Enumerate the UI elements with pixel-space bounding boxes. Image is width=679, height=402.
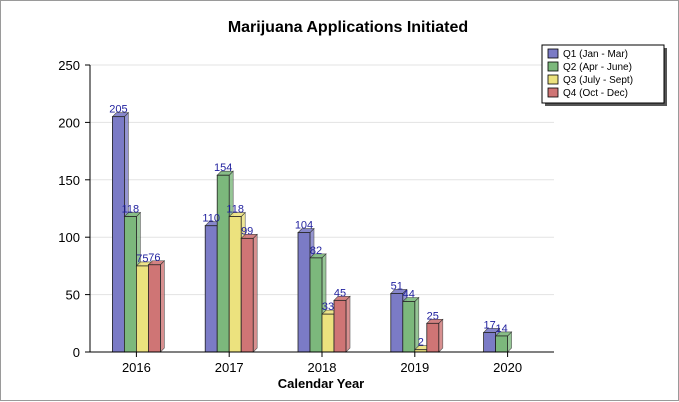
bar-side <box>438 318 444 353</box>
bar-face <box>483 332 497 353</box>
bar-face <box>402 301 416 353</box>
data-label: 76 <box>148 252 160 264</box>
x-tick-label: 2017 <box>215 360 244 375</box>
data-label: 75 <box>136 253 148 265</box>
data-label: 118 <box>226 204 244 216</box>
legend-label: Q3 (July - Sept) <box>563 75 633 86</box>
legend-swatch <box>547 74 559 85</box>
bar <box>147 260 166 353</box>
x-axis-title: Calendar Year <box>278 376 364 391</box>
data-label: 17 <box>483 319 495 331</box>
bar-face <box>321 313 335 353</box>
bar-side <box>160 260 165 353</box>
y-tick-label: 250 <box>58 58 80 73</box>
bar-face <box>240 237 254 353</box>
y-tick-label: 150 <box>58 173 80 188</box>
data-label: 154 <box>214 162 232 174</box>
x-tick-label: 2020 <box>493 360 522 375</box>
bar-side <box>345 295 351 353</box>
legend-label: Q1 (Jan - Mar) <box>563 49 628 60</box>
data-label: 118 <box>122 204 140 216</box>
data-label: 45 <box>334 287 346 299</box>
bar-face <box>333 299 347 353</box>
bar-face <box>495 335 509 353</box>
data-label: 25 <box>427 310 439 322</box>
y-tick-label: 50 <box>66 288 80 303</box>
y-tick-label: 100 <box>58 230 80 245</box>
legend-label: Q2 (Apr - June) <box>563 62 632 73</box>
legend-swatch <box>547 61 559 72</box>
data-label: 205 <box>109 104 127 116</box>
bar-face <box>390 293 404 353</box>
data-label: 14 <box>495 323 507 335</box>
bar-face <box>147 264 161 353</box>
bar-face <box>309 257 323 353</box>
data-label: 99 <box>241 225 253 237</box>
bar <box>494 331 513 353</box>
bars <box>111 111 513 353</box>
bar-face <box>135 265 149 353</box>
y-tick-label: 200 <box>58 115 80 130</box>
gridlines <box>90 64 554 296</box>
data-label: 110 <box>202 213 220 225</box>
legend-swatch <box>547 87 559 98</box>
bar <box>333 295 351 353</box>
bar <box>240 233 258 353</box>
bar-face <box>216 174 230 353</box>
data-label: 104 <box>295 220 313 232</box>
x-tick-label: 2019 <box>400 360 429 375</box>
bar-side <box>252 233 258 353</box>
bar-face <box>297 232 311 353</box>
data-label: 51 <box>391 280 403 292</box>
bar-face <box>228 216 242 353</box>
axes: 0 50 100 150 200 250 2016 2017 2018 2019 2020 <box>58 58 554 375</box>
legend-swatch <box>547 48 559 59</box>
bar-face <box>204 225 218 353</box>
data-label: 2 <box>418 337 424 349</box>
data-label: 44 <box>403 288 415 300</box>
bar-face <box>124 216 137 353</box>
data-label: 33 <box>322 301 334 313</box>
x-tick-label: 2018 <box>308 360 337 375</box>
bar-face <box>426 322 440 353</box>
legend-box <box>541 44 665 104</box>
bar <box>426 318 444 353</box>
bar <box>402 296 420 353</box>
y-tick-label: 0 <box>73 345 80 360</box>
data-label: 82 <box>310 245 322 257</box>
bar-face <box>112 116 125 353</box>
x-tick-label: 2016 <box>122 360 151 375</box>
chart-title: Marijuana Applications Initiated <box>228 19 468 36</box>
legend-label: Q4 (Oct - Dec) <box>563 88 628 99</box>
legend: Q1 (Jan - Mar) Q2 (Apr - June) Q3 (July - … <box>541 44 667 106</box>
